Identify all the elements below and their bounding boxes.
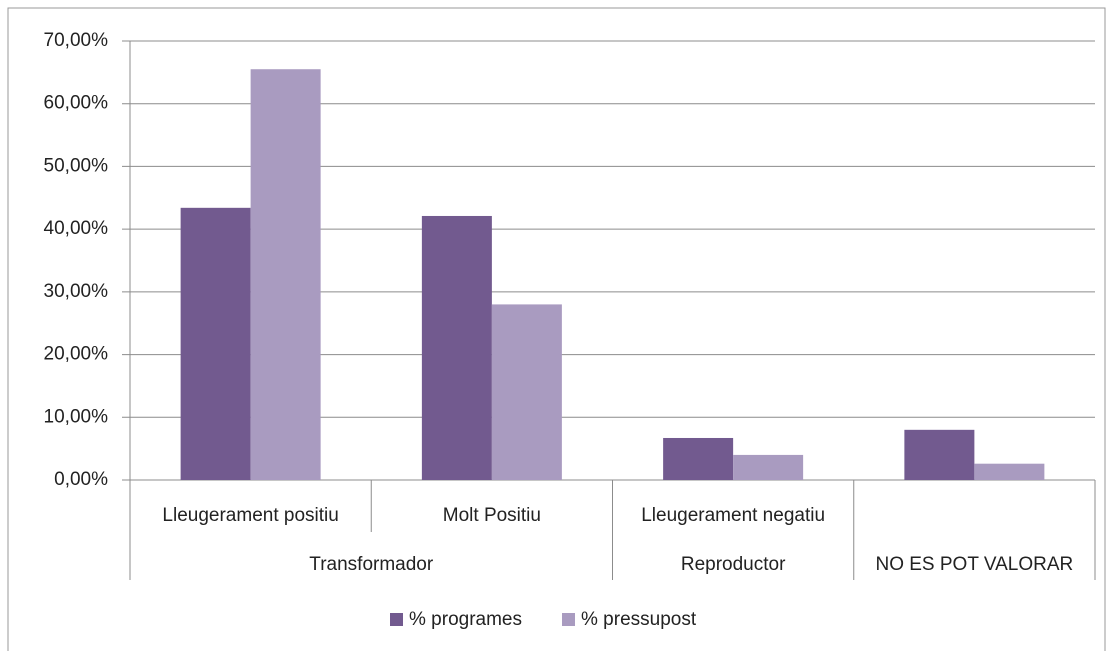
bar xyxy=(250,69,321,480)
y-tick-label: 50,00% xyxy=(44,155,109,176)
y-tick-label: 30,00% xyxy=(44,281,109,302)
bar xyxy=(733,454,804,480)
bar xyxy=(491,304,562,480)
bar xyxy=(421,215,492,481)
legend-label: % programes xyxy=(409,609,522,630)
group-label: Transformador xyxy=(309,554,434,575)
y-tick-label: 40,00% xyxy=(44,218,109,239)
y-tick-label: 0,00% xyxy=(54,469,108,490)
x-tick-label: Lleugerament negatiu xyxy=(641,505,825,526)
y-tick-label: 20,00% xyxy=(44,344,109,365)
y-tick-label: 60,00% xyxy=(44,93,109,114)
bar xyxy=(904,429,975,480)
legend-swatch xyxy=(390,613,403,626)
legend-swatch xyxy=(562,613,575,626)
y-tick-label: 10,00% xyxy=(44,406,109,427)
bar xyxy=(974,463,1045,480)
x-tick-label: Molt Positiu xyxy=(443,505,541,526)
bar xyxy=(180,207,251,480)
y-tick-label: 70,00% xyxy=(44,30,109,51)
x-tick-label: Lleugerament positiu xyxy=(162,505,338,526)
group-label: NO ES POT VALORAR xyxy=(875,554,1073,575)
legend-label: % pressupost xyxy=(581,609,697,630)
group-label: Reproductor xyxy=(681,554,786,575)
bar xyxy=(663,437,734,480)
